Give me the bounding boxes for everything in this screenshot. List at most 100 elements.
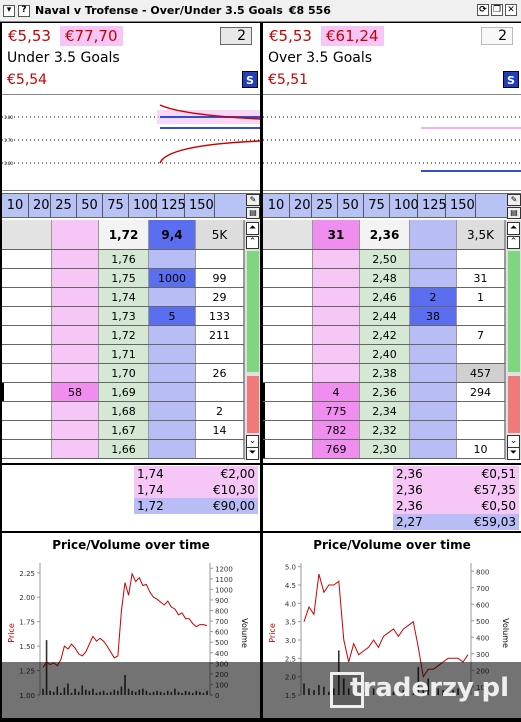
ladder-cell-back[interactable] bbox=[149, 345, 196, 363]
ladder-cell-price[interactable]: 1,73 bbox=[99, 307, 149, 325]
ladder-cell-back[interactable] bbox=[149, 364, 196, 382]
stake-100[interactable]: 100 bbox=[390, 194, 419, 217]
ladder-cell-price[interactable]: 2,48 bbox=[360, 269, 410, 287]
ladder-cell-lay[interactable] bbox=[313, 288, 360, 306]
ladder-cell-vol[interactable]: 2 bbox=[196, 402, 244, 420]
ladder-cell-lay[interactable] bbox=[52, 440, 99, 458]
bet-row[interactable]: 1,74 €10,30 bbox=[134, 482, 258, 498]
scroll-top-icon[interactable]: ⏶ bbox=[507, 222, 520, 235]
restore-icon[interactable]: ❐ bbox=[491, 4, 503, 16]
ladder-cell-lay[interactable] bbox=[52, 421, 99, 439]
ladder-cell-vol[interactable] bbox=[457, 250, 505, 268]
ladder-cell-lay[interactable]: 775 bbox=[313, 402, 360, 420]
ladder-cell-price[interactable]: 2,34 bbox=[360, 402, 410, 420]
stake-100[interactable]: 100 bbox=[129, 194, 158, 217]
ladder-cell-lay[interactable] bbox=[52, 307, 99, 325]
scroll-bottom-icon[interactable]: ⏷ bbox=[507, 447, 520, 460]
ladder-cell-back[interactable] bbox=[149, 250, 196, 268]
stake-125[interactable]: 125 bbox=[157, 194, 186, 217]
scroll-bottom-icon[interactable]: ⏷ bbox=[246, 447, 259, 460]
ladder-cell-vol[interactable] bbox=[196, 250, 244, 268]
ladder-cell-back[interactable]: 38 bbox=[410, 307, 457, 325]
ladder-cell-vol[interactable]: 31 bbox=[457, 269, 505, 287]
ladder-cell-lay[interactable] bbox=[313, 269, 360, 287]
settings-icon[interactable]: ▤ bbox=[507, 207, 521, 219]
ladder-cell-vol[interactable]: 14 bbox=[196, 421, 244, 439]
ladder-cell-vol[interactable] bbox=[196, 345, 244, 363]
bet-row[interactable]: 2,36 €57,35 bbox=[393, 482, 519, 498]
bet-row[interactable]: 2,36 €0,50 bbox=[393, 498, 519, 514]
bet-row[interactable]: 2,27 €59,03 bbox=[393, 514, 519, 530]
ladder-cell-price[interactable]: 2,44 bbox=[360, 307, 410, 325]
quantity-field[interactable]: 2 bbox=[220, 27, 252, 45]
stake-25[interactable]: 25 bbox=[51, 194, 77, 217]
ladder-cell-vol[interactable]: 457 bbox=[457, 364, 505, 382]
close-icon[interactable]: ✕ bbox=[505, 4, 517, 16]
ladder-cell-vol[interactable]: 26 bbox=[196, 364, 244, 382]
ladder-cell-vol[interactable]: 1 bbox=[457, 288, 505, 306]
ladder-cell-price[interactable]: 2,46 bbox=[360, 288, 410, 306]
ladder-cell-lay[interactable] bbox=[313, 326, 360, 344]
ladder-cell-price[interactable]: 2,50 bbox=[360, 250, 410, 268]
ladder-cell-back[interactable] bbox=[410, 402, 457, 420]
ladder-cell-vol[interactable] bbox=[457, 402, 505, 420]
ladder-cell-price[interactable]: 1,70 bbox=[99, 364, 149, 382]
ladder-cell-price[interactable]: 1,69 bbox=[99, 383, 149, 401]
ladder-cell-back[interactable] bbox=[149, 402, 196, 420]
stake-50[interactable]: 50 bbox=[77, 194, 103, 217]
settings-icon[interactable]: ▤ bbox=[246, 207, 260, 219]
ladder-cell-price[interactable]: 2,32 bbox=[360, 421, 410, 439]
ladder-cell-back[interactable] bbox=[410, 345, 457, 363]
ladder-cell-vol[interactable]: 133 bbox=[196, 307, 244, 325]
ladder-cell-lay[interactable] bbox=[52, 326, 99, 344]
ladder-cell-vol[interactable] bbox=[196, 383, 244, 401]
ladder-cell-price[interactable]: 1,66 bbox=[99, 440, 149, 458]
ladder-cell-vol[interactable]: 294 bbox=[457, 383, 505, 401]
menu-icon[interactable]: ▾ bbox=[3, 4, 15, 17]
stake-20[interactable]: 20 bbox=[29, 194, 51, 217]
ladder-cell-vol[interactable] bbox=[457, 307, 505, 325]
stake-150[interactable]: 150 bbox=[185, 194, 215, 217]
ladder-cell-price[interactable]: 2,40 bbox=[360, 345, 410, 363]
stake-50[interactable]: 50 bbox=[338, 194, 364, 217]
ladder-cell-price[interactable]: 1,71 bbox=[99, 345, 149, 363]
ladder-cell-price[interactable]: 1,75 bbox=[99, 269, 149, 287]
ladder-cell-lay[interactable] bbox=[52, 364, 99, 382]
stake-75[interactable]: 75 bbox=[103, 194, 129, 217]
ladder-cell-back[interactable] bbox=[410, 364, 457, 382]
help-icon[interactable]: ? bbox=[18, 4, 30, 17]
ladder-cell-back[interactable] bbox=[410, 383, 457, 401]
ladder-cell-back[interactable] bbox=[410, 269, 457, 287]
ladder-cell-price[interactable]: 2,36 bbox=[360, 383, 410, 401]
ladder-cell-lay[interactable]: 782 bbox=[313, 421, 360, 439]
scroll-up-icon[interactable]: ⌃ bbox=[246, 236, 259, 249]
ladder-cell-vol[interactable] bbox=[457, 345, 505, 363]
ladder-cell-vol[interactable]: 29 bbox=[196, 288, 244, 306]
stake-125[interactable]: 125 bbox=[418, 194, 447, 217]
ladder-scroll[interactable]: ⏶ ⌃ ⌄ ⏷ bbox=[244, 220, 260, 460]
ladder-cell-lay[interactable] bbox=[52, 250, 99, 268]
ladder-cell-lay[interactable] bbox=[313, 345, 360, 363]
ladder-scroll[interactable]: ⏶ ⌃ ⌄ ⏷ bbox=[505, 220, 521, 460]
ladder-cell-lay[interactable] bbox=[52, 345, 99, 363]
ladder-cell-back[interactable] bbox=[149, 326, 196, 344]
ladder-cell-vol[interactable]: 10 bbox=[457, 440, 505, 458]
ladder-cell-back[interactable]: 2 bbox=[410, 288, 457, 306]
ladder-cell-back[interactable] bbox=[149, 440, 196, 458]
ladder-cell-vol[interactable] bbox=[196, 440, 244, 458]
ladder-cell-back[interactable] bbox=[149, 421, 196, 439]
stake-options[interactable]: ✎ ▤ bbox=[246, 194, 260, 219]
stake-10[interactable]: 10 bbox=[2, 194, 29, 217]
ladder-cell-lay[interactable]: 769 bbox=[313, 440, 360, 458]
s-button[interactable]: S bbox=[242, 71, 258, 88]
ladder-cell-lay[interactable]: 4 bbox=[313, 383, 360, 401]
stake-options[interactable]: ✎ ▤ bbox=[507, 194, 521, 219]
ladder-cell-price[interactable]: 2,30 bbox=[360, 440, 410, 458]
ladder-cell-lay[interactable] bbox=[52, 269, 99, 287]
stake-20[interactable]: 20 bbox=[290, 194, 312, 217]
ladder-cell-back[interactable]: 5 bbox=[149, 307, 196, 325]
ladder-cell-price[interactable]: 1,68 bbox=[99, 402, 149, 420]
edit-icon[interactable]: ✎ bbox=[507, 194, 521, 206]
ladder-cell-back[interactable] bbox=[410, 421, 457, 439]
ladder-cell-back[interactable]: 1000 bbox=[149, 269, 196, 287]
